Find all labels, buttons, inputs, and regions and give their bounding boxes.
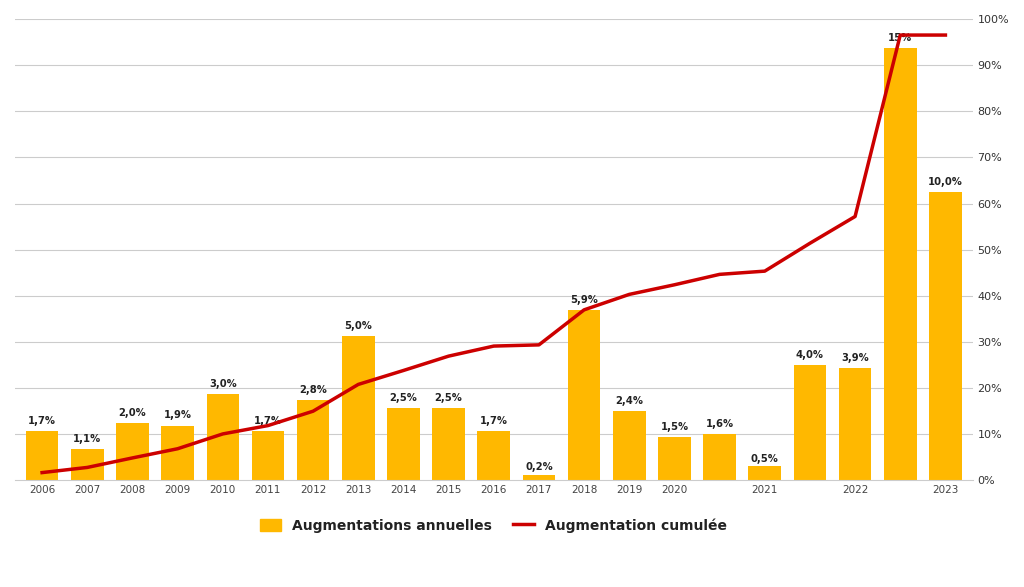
Text: 2,5%: 2,5% (389, 393, 418, 403)
Text: 5,9%: 5,9% (570, 295, 598, 305)
Bar (432, 409, 465, 480)
Bar (252, 431, 285, 480)
Bar (387, 409, 420, 480)
Text: 15%: 15% (888, 33, 912, 43)
Text: 1,6%: 1,6% (706, 419, 733, 429)
Bar (342, 336, 375, 480)
Bar (162, 426, 194, 480)
Text: 3,9%: 3,9% (841, 353, 869, 363)
Text: 0,2%: 0,2% (525, 463, 553, 473)
Bar (71, 448, 103, 480)
Text: 1,5%: 1,5% (660, 422, 688, 432)
Bar (477, 431, 510, 480)
Bar (207, 394, 239, 480)
Bar (794, 365, 826, 480)
Text: 1,7%: 1,7% (28, 416, 56, 426)
Bar (613, 411, 645, 480)
Text: 3,0%: 3,0% (209, 379, 237, 389)
Text: 10,0%: 10,0% (928, 177, 963, 187)
Bar (116, 423, 148, 480)
Text: 2,4%: 2,4% (615, 396, 643, 406)
Legend: Augmentations annuelles, Augmentation cumulée: Augmentations annuelles, Augmentation cu… (255, 512, 732, 538)
Text: 1,9%: 1,9% (164, 410, 191, 420)
Text: 2,8%: 2,8% (299, 384, 327, 394)
Text: 2,5%: 2,5% (434, 393, 463, 403)
Bar (929, 192, 962, 480)
Text: 1,7%: 1,7% (480, 416, 508, 426)
Bar (884, 48, 916, 480)
Bar (839, 368, 871, 480)
Text: 1,1%: 1,1% (73, 434, 101, 444)
Text: 2,0%: 2,0% (119, 407, 146, 417)
Bar (522, 475, 555, 480)
Bar (749, 466, 781, 480)
Text: 0,5%: 0,5% (751, 454, 778, 464)
Bar (703, 434, 736, 480)
Bar (658, 437, 690, 480)
Text: 4,0%: 4,0% (796, 350, 824, 360)
Text: 5,0%: 5,0% (344, 321, 372, 331)
Bar (568, 311, 600, 480)
Text: 1,7%: 1,7% (254, 416, 282, 426)
Bar (26, 431, 58, 480)
Bar (297, 400, 330, 480)
